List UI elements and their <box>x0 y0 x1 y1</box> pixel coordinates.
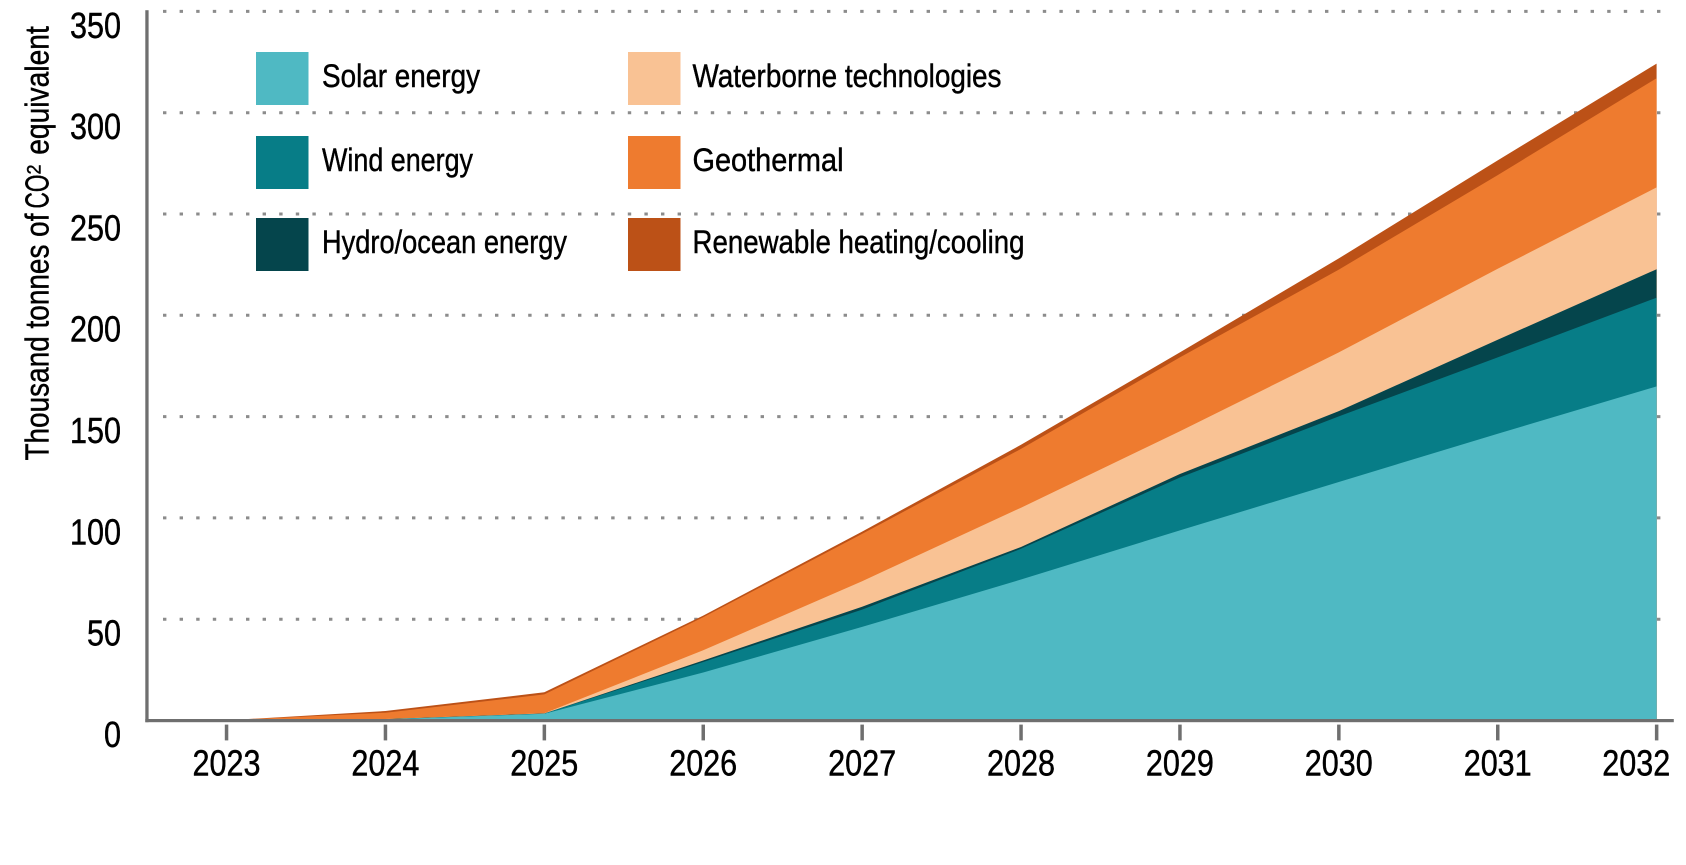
svg-text:2032: 2032 <box>1602 743 1670 784</box>
svg-text:100: 100 <box>70 511 121 552</box>
svg-text:Thousand tonnes of: Thousand tonnes of <box>18 213 55 461</box>
svg-text:2: 2 <box>24 165 45 175</box>
svg-text:250: 250 <box>70 207 121 248</box>
svg-text:2023: 2023 <box>193 743 261 784</box>
svg-text:2024: 2024 <box>351 743 419 784</box>
svg-text:Waterborne technologies: Waterborne technologies <box>693 58 1002 94</box>
svg-text:2028: 2028 <box>987 743 1055 784</box>
svg-text:Solar energy: Solar energy <box>322 58 480 94</box>
svg-text:CO: CO <box>18 175 55 209</box>
svg-text:2031: 2031 <box>1464 743 1532 784</box>
svg-text:2030: 2030 <box>1305 743 1373 784</box>
svg-text:Geothermal: Geothermal <box>693 142 844 178</box>
svg-text:0: 0 <box>104 714 121 755</box>
svg-text:2025: 2025 <box>510 743 578 784</box>
svg-text:Hydro/ocean energy: Hydro/ocean energy <box>322 224 567 260</box>
svg-text:2026: 2026 <box>669 743 737 784</box>
svg-text:350: 350 <box>70 5 121 46</box>
svg-text:Wind energy: Wind energy <box>322 142 473 178</box>
svg-text:150: 150 <box>70 410 121 451</box>
svg-text:Renewable heating/cooling: Renewable heating/cooling <box>693 224 1025 260</box>
svg-text:300: 300 <box>70 106 121 147</box>
svg-text:2029: 2029 <box>1146 743 1214 784</box>
svg-text:equivalent: equivalent <box>18 26 55 155</box>
svg-text:200: 200 <box>70 309 121 350</box>
svg-text:2027: 2027 <box>828 743 896 784</box>
svg-text:50: 50 <box>87 613 121 654</box>
